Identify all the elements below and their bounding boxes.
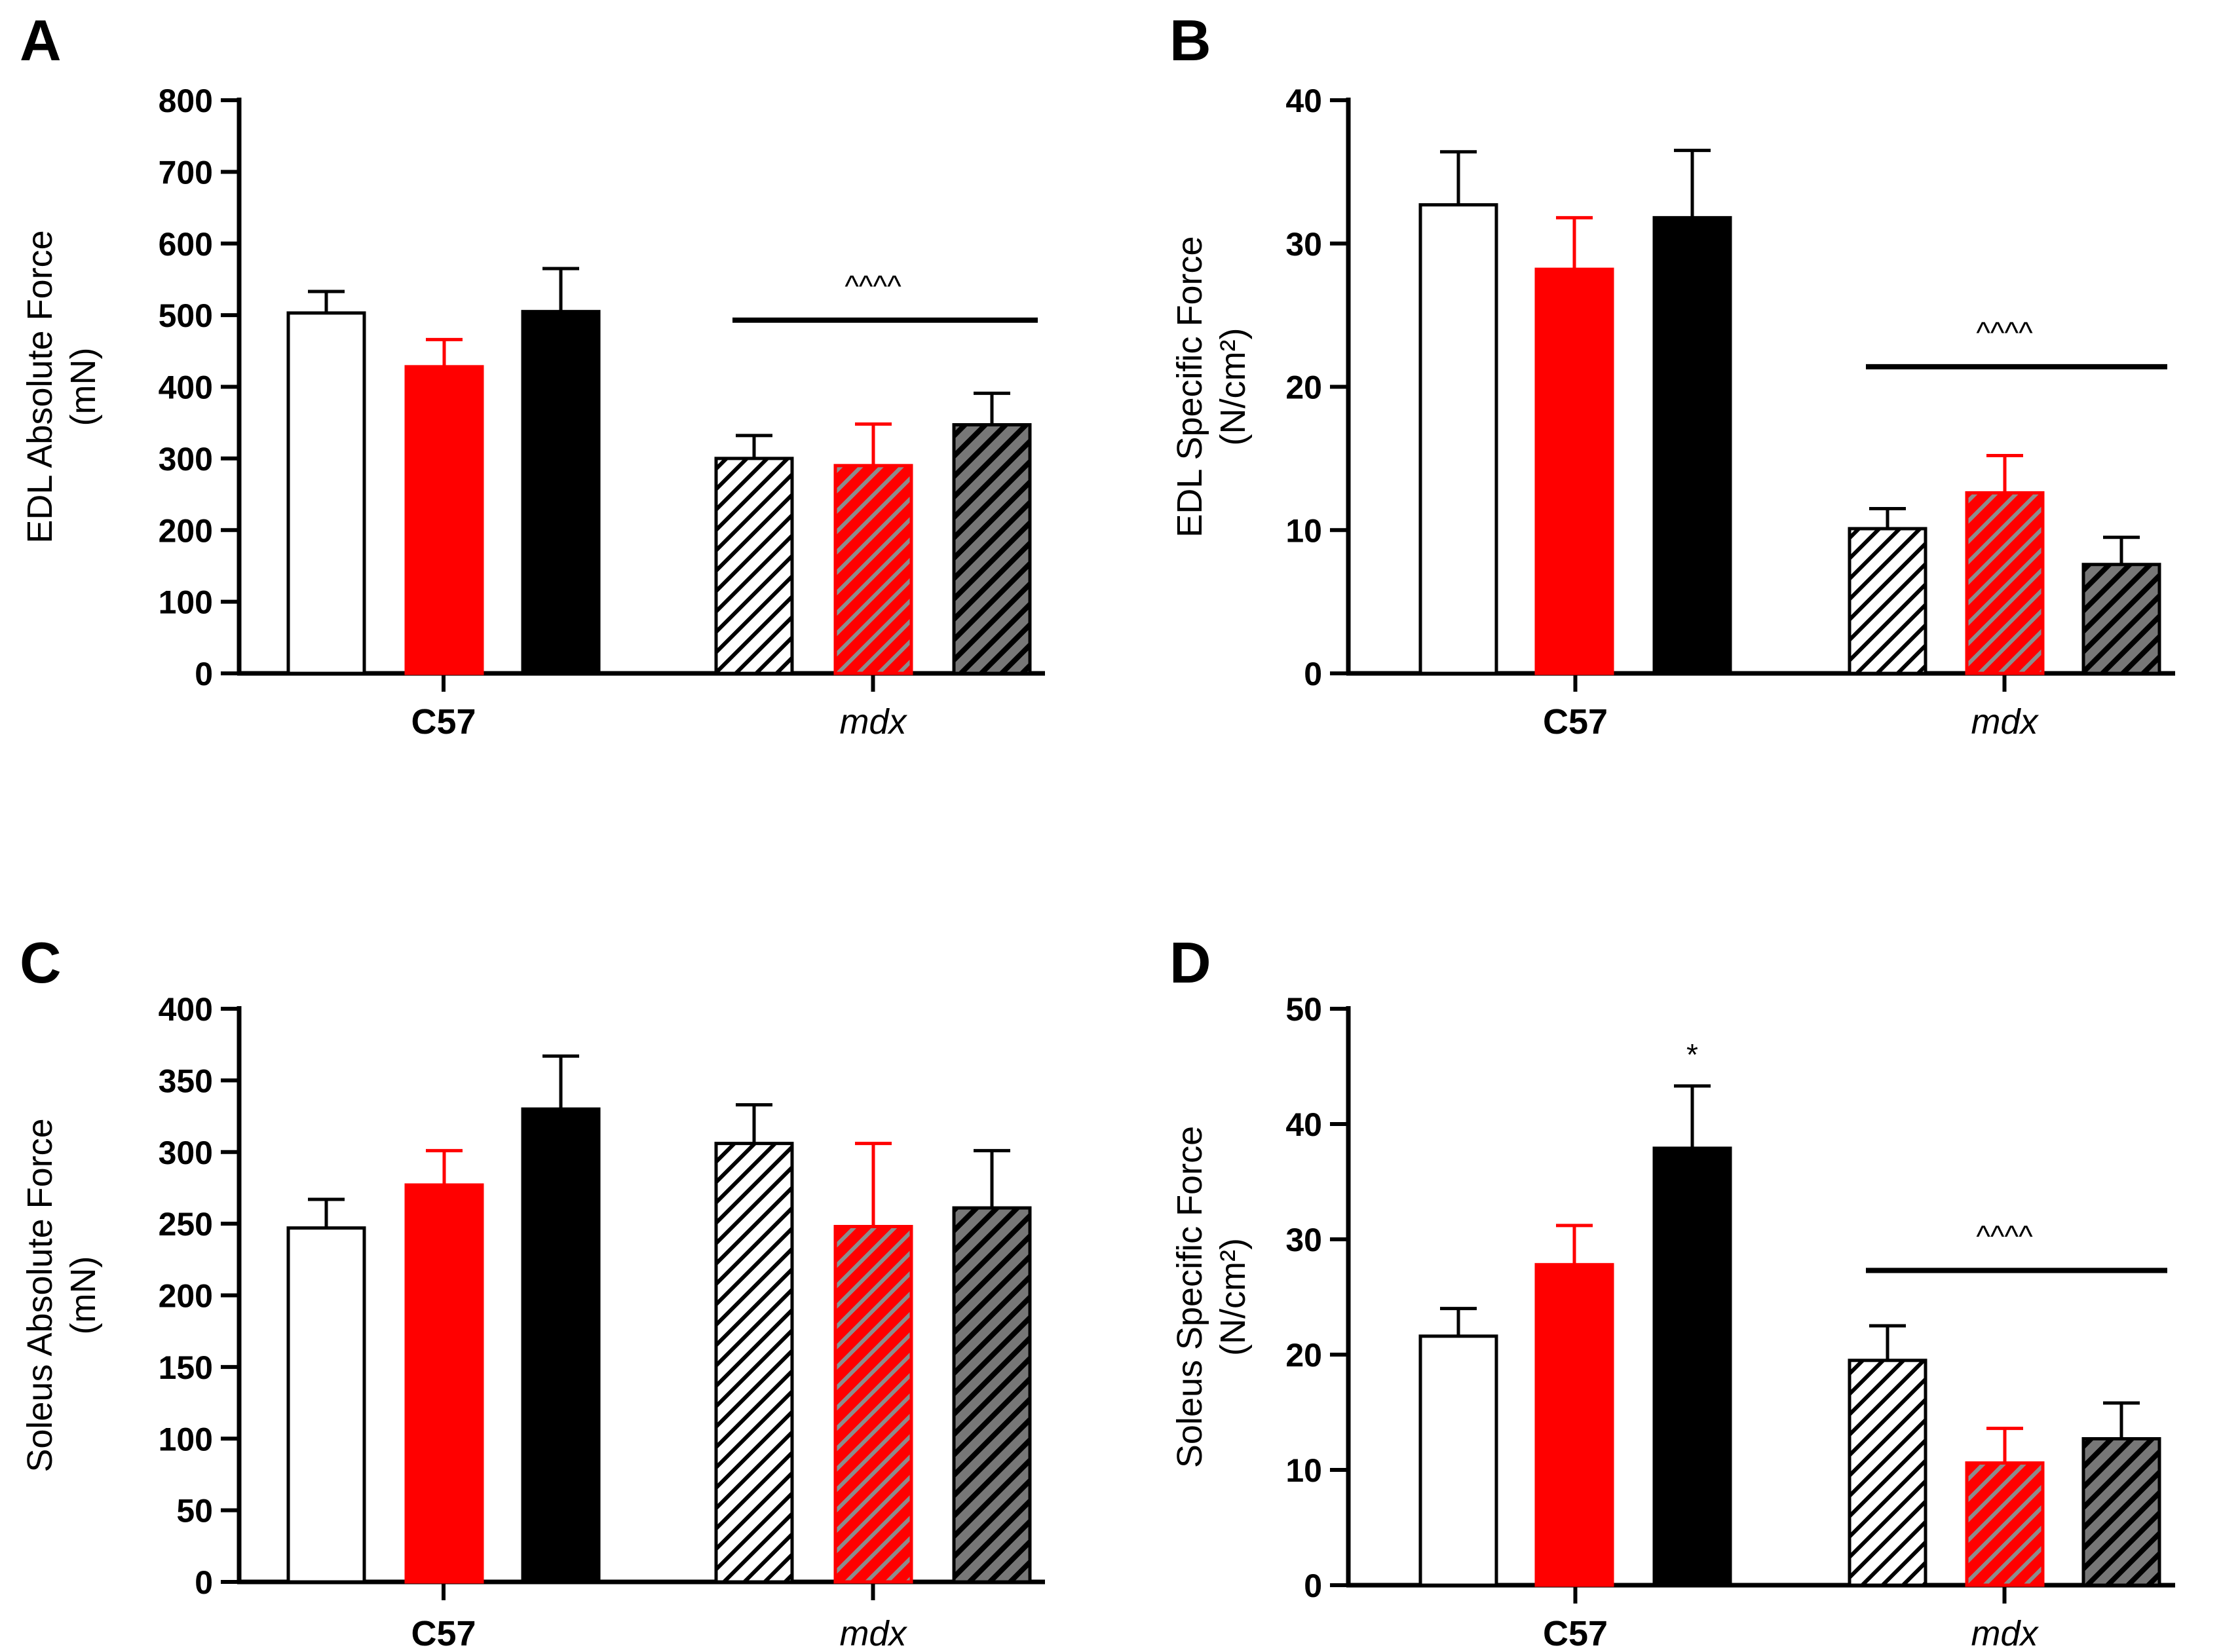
y-tick-label: 150 xyxy=(159,1349,213,1386)
bar xyxy=(521,310,601,675)
y-tick-label: 0 xyxy=(195,656,213,692)
panel-d: D 0 10 20 30 40 50 Soleus Specific Force (N/cm²)… xyxy=(1169,930,2175,1652)
y-tick-label: 350 xyxy=(159,1062,213,1099)
y-axis-title-line: EDL Absolute Force xyxy=(20,230,60,543)
bar xyxy=(714,1142,794,1584)
bar xyxy=(1418,203,1498,675)
y-tick-label: 40 xyxy=(1285,1106,1322,1143)
bar xyxy=(1652,216,1732,675)
y-tick-label: 200 xyxy=(159,512,213,549)
bar xyxy=(1534,267,1614,675)
y-tick-label: 0 xyxy=(1304,656,1322,692)
panel-letter: A xyxy=(20,8,62,73)
group-label: mdx xyxy=(1971,1614,2039,1652)
bar xyxy=(1848,527,1927,675)
y-tick-label: 20 xyxy=(1285,1337,1322,1374)
panel-letter: B xyxy=(1169,8,1211,73)
group-label: mdx xyxy=(839,702,907,742)
y-axis-title-line: (N/cm²) xyxy=(1213,328,1253,446)
bar xyxy=(1965,491,2045,675)
panel-b: B 0 10 20 30 40 EDL Specific Force (N/cm²) C57 md… xyxy=(1169,8,2175,742)
y-tick-label: 30 xyxy=(1285,226,1322,263)
y-tick-label: 500 xyxy=(159,297,213,334)
bar xyxy=(952,1206,1032,1584)
y-axis-title-line: Soleus Absolute Force xyxy=(20,1118,60,1472)
bar xyxy=(286,1226,366,1584)
bar xyxy=(521,1107,601,1584)
group-label: C57 xyxy=(1543,1614,1608,1652)
bar xyxy=(952,422,1032,675)
panel-letter: C xyxy=(20,930,62,995)
y-tick-label: 10 xyxy=(1285,512,1322,549)
bar xyxy=(2081,563,2161,675)
y-tick-label: 50 xyxy=(1285,991,1322,1028)
y-axis-title-line: (mN) xyxy=(64,348,103,426)
bar xyxy=(833,1225,913,1584)
y-tick-label: 0 xyxy=(195,1564,213,1601)
group-label: C57 xyxy=(411,1614,476,1652)
group-label: mdx xyxy=(1971,702,2039,742)
significance-label: ^^^^ xyxy=(1976,1220,2033,1254)
panel-c: C 0 50 100 150 200 250 300 350 400 Soleus Absolute… xyxy=(20,930,1045,1652)
y-tick-label: 800 xyxy=(159,83,213,119)
y-tick-label: 0 xyxy=(1304,1568,1322,1604)
y-tick-label: 20 xyxy=(1285,369,1322,406)
group-label: C57 xyxy=(411,702,476,742)
bar xyxy=(1534,1263,1614,1587)
y-axis-title-line: (mN) xyxy=(64,1256,103,1335)
y-tick-label: 100 xyxy=(159,584,213,621)
significance-label: ^^^^ xyxy=(1976,316,2033,350)
bar xyxy=(404,1183,484,1584)
y-tick-label: 300 xyxy=(159,441,213,478)
y-axis-title-line: Soleus Specific Force xyxy=(1170,1126,1209,1468)
y-tick-label: 250 xyxy=(159,1206,213,1243)
y-tick-label: 10 xyxy=(1285,1452,1322,1489)
y-tick-label: 700 xyxy=(159,154,213,191)
y-tick-label: 600 xyxy=(159,226,213,263)
group-label: mdx xyxy=(839,1614,907,1652)
significance-marker: * xyxy=(1686,1038,1698,1072)
bar xyxy=(1652,1146,1732,1587)
y-tick-label: 40 xyxy=(1285,83,1322,119)
y-tick-label: 30 xyxy=(1285,1222,1322,1258)
y-tick-label: 200 xyxy=(159,1278,213,1315)
significance-label: ^^^^ xyxy=(845,269,902,303)
group-label: C57 xyxy=(1543,702,1608,742)
bar xyxy=(286,311,366,675)
bar xyxy=(833,464,913,675)
y-tick-label: 50 xyxy=(176,1493,213,1530)
y-tick-label: 400 xyxy=(159,991,213,1028)
bar xyxy=(1848,1359,1927,1587)
panel-letter: D xyxy=(1169,930,1211,995)
bar xyxy=(1965,1461,2045,1587)
y-axis-title-line: (N/cm²) xyxy=(1213,1238,1253,1356)
bar xyxy=(1418,1334,1498,1587)
y-tick-label: 100 xyxy=(159,1421,213,1457)
bar xyxy=(714,457,794,675)
panel-a: A 0 100 200 300 400 500 600 700 800 EDL Absolute F… xyxy=(20,8,1045,742)
bar xyxy=(404,365,484,675)
bar xyxy=(2081,1436,2161,1587)
y-axis-title-line: EDL Specific Force xyxy=(1170,236,1209,537)
y-tick-label: 400 xyxy=(159,369,213,406)
y-tick-label: 300 xyxy=(159,1135,213,1171)
